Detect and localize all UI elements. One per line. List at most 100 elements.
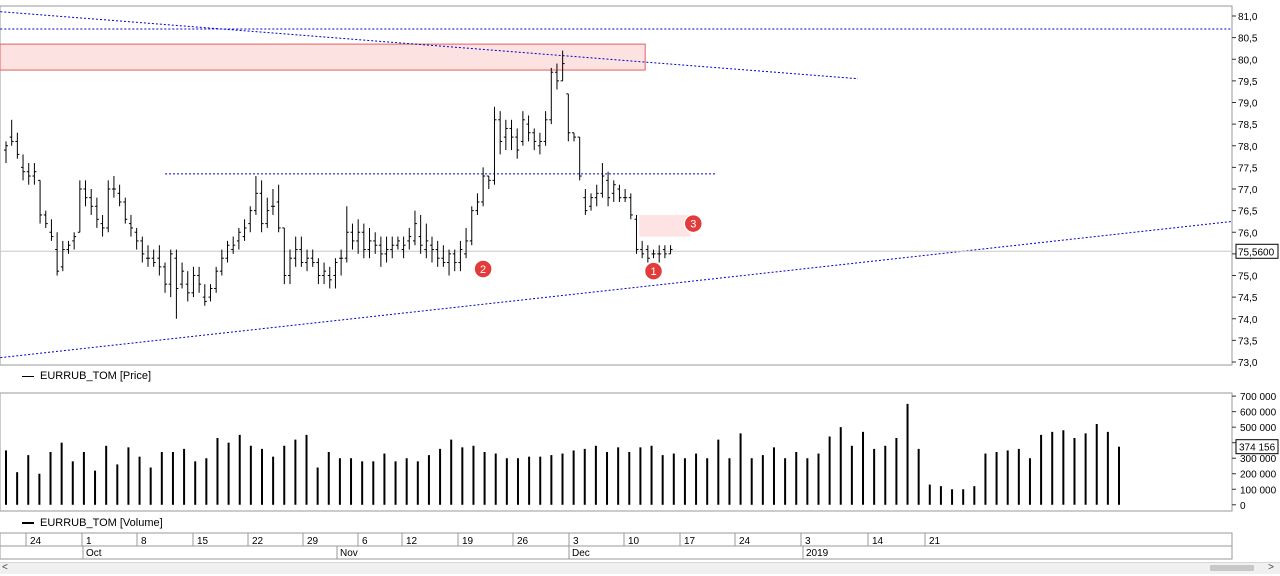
price-bar [623,189,628,202]
price-bar [9,119,14,146]
price-tick-label: 73,0 [1238,358,1258,369]
price-bar [282,227,287,285]
chevron-right-icon[interactable]: > [1268,562,1274,573]
price-bar [447,249,452,276]
price-bar [66,240,71,254]
price-bar [174,249,179,319]
price-tick-label: 80,0 [1238,55,1258,66]
day-tick-label: 24 [739,536,751,547]
annotation-markers: 1 2 3 [473,213,704,281]
day-tick-label: 29 [307,536,319,547]
price-bar [333,258,338,289]
scrollbar-thumb[interactable] [1210,565,1254,571]
price-bar [270,189,275,215]
day-tick-label: 1 [86,536,92,547]
price-bar [60,240,65,272]
price-bar [532,128,537,151]
price-tick-label: 75,0 [1238,272,1258,283]
day-tick-label: 3 [573,536,579,547]
price-tick-label: 78,5 [1238,120,1258,131]
chevron-left-icon[interactable]: < [2,562,8,573]
price-bar [645,245,650,263]
price-bar [572,132,576,142]
price-bar [225,240,230,263]
price-tick-label: 76,0 [1238,228,1258,239]
time-axis: 24 1 8 15 22 29 6 12 19 26 3 10 17 24 3 14 21 Oct Nov Dec 20… [0,532,1233,560]
day-tick-label: 17 [684,536,696,547]
price-bar [77,180,82,233]
price-legend: EURRUB_TOM [Price] [22,370,151,382]
downtrend-line [0,11,859,80]
price-bar [367,227,372,259]
price-bar [168,249,173,298]
volume-legend-swatch [22,522,34,524]
volume-legend: EURRUB_TOM [Volume] [22,517,163,529]
horizontal-scrollbar[interactable]: < > [0,562,1280,574]
price-bar [208,284,213,302]
price-bar [640,240,645,259]
last-price-box [1235,243,1279,259]
price-tick-label: 79,5 [1238,77,1258,88]
price-legend-label: EURRUB_TOM [Price] [40,370,152,382]
price-bar [89,189,94,215]
price-bar [310,249,315,267]
day-tick-label: 19 [462,536,474,547]
day-tick-label: 14 [872,536,884,547]
price-bar [600,163,605,198]
price-tick-label: 78,0 [1238,142,1258,153]
day-tick-label: 24 [30,536,42,547]
price-bar [259,180,264,233]
price-bar [140,236,145,263]
marker-3: 3 [683,213,704,234]
price-bar [344,206,349,263]
price-bar [180,262,185,289]
price-bar [242,219,247,241]
marker-1: 1 [643,261,664,281]
price-bar [498,111,503,155]
price-bar [248,206,253,233]
price-bar [589,193,594,211]
price-bar [662,245,667,259]
price-bar [288,249,292,285]
last-volume-box [1235,439,1279,455]
price-bar [38,179,43,224]
price-bar [549,67,554,125]
price-bar [197,266,202,293]
price-bar [49,219,54,241]
price-bar [611,180,616,202]
price-bar [435,240,440,267]
price-bar [395,236,400,250]
price-bar [163,262,168,293]
price-bar [452,249,457,272]
marker-circle [643,261,664,281]
price-bar [407,227,412,250]
volume-tick-label: 500 000 [1240,423,1277,434]
volume-tick-label: 200 000 [1240,470,1277,481]
price-bar [293,236,298,267]
day-tick-label: 12 [406,536,418,547]
price-bar [214,266,219,293]
price-bar [543,111,548,146]
support-trendline [0,220,1233,359]
price-bar [361,223,366,259]
price-bar [219,249,224,276]
day-tick-label: 21 [929,536,941,547]
price-bar [657,245,662,263]
last-volume-label: 374 156 [1239,443,1276,454]
price-bar [128,214,133,237]
price-bar [15,132,20,159]
price-bar [55,232,60,276]
price-bar [134,227,139,250]
day-tick-label: 26 [517,536,529,547]
price-bar [316,258,321,285]
price-bar [111,176,116,198]
price-bar [32,163,37,185]
price-tick-label: 80,5 [1238,34,1258,45]
price-tick-label: 79,0 [1238,99,1258,110]
price-bar [515,128,520,159]
marker-label: 3 [690,219,696,231]
target-zone [639,214,691,237]
price-bar [322,262,327,285]
